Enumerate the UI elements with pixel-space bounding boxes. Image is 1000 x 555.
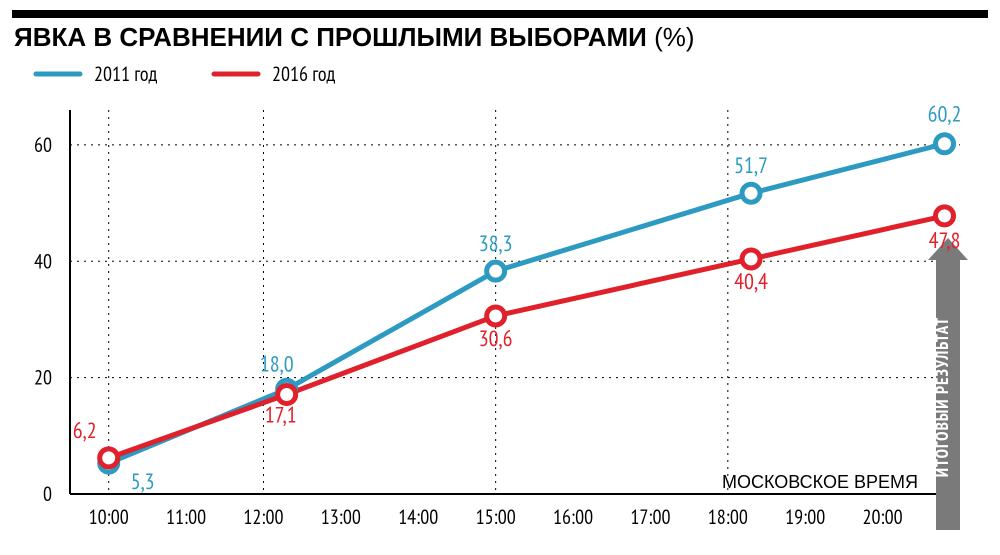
legend-label-1: 2016 год bbox=[272, 61, 336, 87]
point-label-2011: 38,3 bbox=[479, 230, 513, 258]
chart-title: ЯВКА В СРАВНЕНИИ С ПРОШЛЫМИ ВЫБОРАМИ (%) bbox=[14, 22, 695, 52]
top-rule bbox=[12, 10, 988, 18]
point-label-2016: 30,6 bbox=[479, 325, 513, 353]
point-label-2016: 40,4 bbox=[734, 268, 768, 296]
point-label-2016: 47,8 bbox=[929, 227, 961, 255]
series-marker-2011 bbox=[487, 262, 505, 280]
y-tick-label: 40 bbox=[34, 248, 52, 274]
point-label-2011: 5,3 bbox=[131, 468, 155, 496]
x-tick-label: 12:00 bbox=[243, 504, 283, 530]
x-tick-label: 18:00 bbox=[708, 504, 748, 530]
result-arrow-label: ИТОГОВЫЙ РЕЗУЛЬТАТ bbox=[931, 317, 953, 478]
series-marker-2016 bbox=[742, 250, 760, 268]
series-marker-2011 bbox=[936, 135, 954, 153]
series-marker-2016 bbox=[936, 207, 954, 225]
chart-container: ЯВКА В СРАВНЕНИИ С ПРОШЛЫМИ ВЫБОРАМИ (%)… bbox=[0, 0, 1000, 555]
x-tick-label: 16:00 bbox=[553, 504, 593, 530]
x-axis-caption: МОСКОВСКОЕ ВРЕМЯ bbox=[722, 472, 918, 492]
point-label-2011: 60,2 bbox=[928, 101, 962, 129]
point-label-2011: 51,7 bbox=[734, 152, 768, 180]
point-label-2016: 6,2 bbox=[73, 417, 97, 445]
legend-label-0: 2011 год bbox=[94, 61, 158, 87]
x-tick-label: 13:00 bbox=[321, 504, 361, 530]
point-label-2016: 17,1 bbox=[265, 402, 297, 430]
x-tick-label: 11:00 bbox=[166, 504, 206, 530]
point-label-2011: 18,0 bbox=[260, 350, 294, 378]
turnout-chart: ЯВКА В СРАВНЕНИИ С ПРОШЛЫМИ ВЫБОРАМИ (%)… bbox=[0, 0, 1000, 555]
x-tick-label: 14:00 bbox=[398, 504, 438, 530]
series-marker-2016 bbox=[100, 449, 118, 467]
series-marker-2016 bbox=[487, 307, 505, 325]
y-tick-label: 20 bbox=[34, 365, 52, 391]
y-tick-label: 0 bbox=[43, 481, 52, 507]
x-tick-label: 19:00 bbox=[785, 504, 825, 530]
x-tick-label: 20:00 bbox=[863, 504, 903, 530]
x-tick-label: 15:00 bbox=[476, 504, 516, 530]
x-tick-label: 17:00 bbox=[630, 504, 670, 530]
y-tick-label: 60 bbox=[34, 132, 52, 158]
x-tick-label: 10:00 bbox=[89, 504, 129, 530]
series-marker-2011 bbox=[742, 184, 760, 202]
